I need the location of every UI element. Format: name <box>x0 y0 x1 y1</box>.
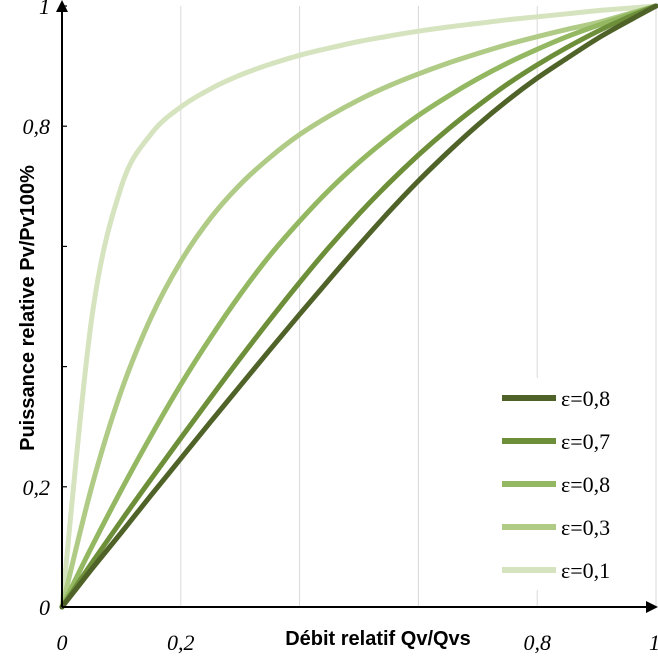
series-line-2 <box>59 3 658 610</box>
x-tick-label-0: 0 <box>57 630 68 655</box>
y-tick-labels: 0 0,2 0,8 1 <box>23 0 51 620</box>
legend-label-0: ε=0,8 <box>561 386 610 411</box>
series-line-0 <box>59 3 658 610</box>
y-axis-title: Puissance relative Pv/Pv100% <box>17 165 39 451</box>
legend: ε=0,8 ε=0,7 ε=0,8 ε=0,3 ε=0,1 <box>488 378 638 590</box>
y-tick-label-0: 0 <box>39 595 50 620</box>
legend-label-2: ε=0,8 <box>561 472 610 497</box>
x-axis-title: Débit relatif Qv/Qvs <box>285 628 471 650</box>
legend-label-4: ε=0,1 <box>561 558 610 583</box>
x-tick-label-4: 0,8 <box>523 630 551 655</box>
series-line-3 <box>59 3 658 610</box>
y-tick-label-4: 0,8 <box>23 114 51 139</box>
axes <box>56 0 658 613</box>
legend-label-3: ε=0,3 <box>561 515 610 540</box>
x-tick-labels: 0 0,2 0,8 1 <box>57 630 658 655</box>
series-line-4 <box>59 3 658 610</box>
series-line-1 <box>59 3 658 610</box>
x-axis-arrowhead <box>646 601 658 613</box>
x-tick-label-5: 1 <box>649 630 658 655</box>
legend-label-1: ε=0,7 <box>561 429 610 454</box>
series-lines <box>59 3 658 610</box>
x-tick-label-1: 0,2 <box>167 630 195 655</box>
y-tick-label-1: 0,2 <box>23 475 51 500</box>
y-tick-label-5: 1 <box>39 0 50 19</box>
y-axis-arrowhead <box>56 0 68 12</box>
